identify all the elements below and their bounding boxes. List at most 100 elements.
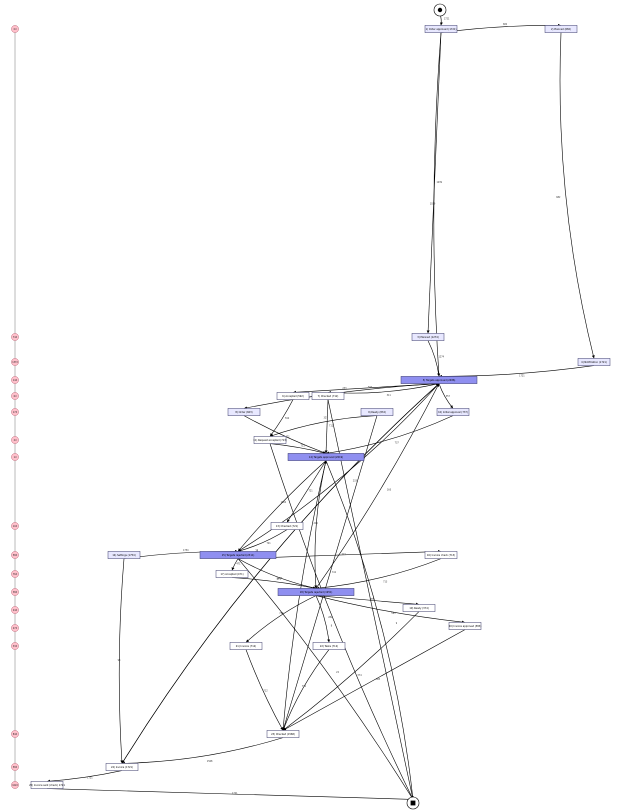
edge: 296 — [314, 460, 327, 589]
activity-node: 22) Tasks (712) — [312, 642, 346, 650]
activity-label: 7) Checked (712) — [318, 395, 339, 398]
edge: 1002 — [237, 460, 327, 552]
edge: 583 — [282, 629, 466, 731]
activity-node: 23) Checked (1568) — [266, 730, 300, 738]
edge-label: 713 — [301, 445, 306, 448]
activity-label: 14) Settings (1754) — [112, 554, 135, 557]
edge-label: 583 — [376, 678, 381, 681]
timeline-label: 10d — [13, 525, 18, 528]
timeline-marker: 6d — [11, 392, 19, 400]
activity-node: 17) Accepted (471) — [215, 570, 249, 578]
edge-label: 1039 — [430, 202, 436, 205]
activity-label: 4) Notification (1721) — [581, 361, 607, 364]
edge-label: 1039 — [437, 181, 443, 184]
edge: 22 — [237, 558, 414, 800]
activity-label: 13) Checked (721) — [276, 525, 298, 528]
edge-label: 1754 — [183, 549, 189, 552]
edge-label: 22 — [255, 549, 258, 552]
timeline-marker: 58d — [11, 763, 19, 771]
edge-label: 22 — [336, 671, 339, 674]
edge-label: 712 — [263, 689, 268, 692]
activity-node: 15) Targets rejected (2311) — [199, 551, 277, 559]
edge-label: 721 — [309, 490, 314, 493]
edge-label: 1002 — [281, 501, 287, 504]
edge: 374 — [282, 611, 420, 731]
timeline-marker: 33d — [11, 642, 19, 650]
timeline-label: 74d — [13, 336, 18, 339]
edge: 712 — [324, 399, 334, 454]
edge-label: 1721 — [444, 17, 450, 20]
edge: 1274 — [427, 340, 445, 377]
edge-label: 1721 — [232, 792, 238, 795]
timeline-label: 137d — [12, 361, 18, 364]
edge-label: 296 — [314, 522, 319, 525]
activity-label: 24) Invoice (1721) — [111, 766, 133, 769]
activity-label: 11) Request accepted (713) — [253, 439, 286, 442]
activity-label: 12) Targets approved (2019) — [309, 456, 343, 459]
activity-node: 6) Accepted (592) — [276, 392, 310, 400]
edge: 712 — [245, 595, 317, 643]
timeline-label: 58d — [13, 554, 18, 557]
edge-label: 471 — [277, 578, 282, 581]
edge: 1568 — [121, 737, 284, 765]
edge: 713 — [315, 558, 442, 590]
edge: 721 — [237, 529, 288, 553]
activity-node: 13) Checked (721) — [270, 522, 304, 530]
timeline-marker: 27d — [11, 624, 19, 632]
timeline-label: 0d — [14, 28, 17, 31]
timeline-label: 38d — [13, 591, 18, 594]
activity-label: 20) Invoice approved (583) — [449, 625, 482, 628]
activity-label: 9) Ready (832) — [368, 411, 386, 414]
edge-label: 713 — [342, 553, 347, 556]
edge: 421 — [243, 415, 327, 454]
edge: 592 — [269, 399, 294, 437]
activity-label: 10) Initial approval (737) — [438, 411, 468, 414]
activity-label: 15) Targets rejected (2311) — [222, 554, 255, 557]
timeline-marker: 76d — [11, 570, 19, 578]
edge-label: 712 — [329, 425, 334, 428]
edge-label: 233 — [353, 480, 358, 483]
timeline-label: 58d — [13, 766, 18, 769]
edge: 471 — [231, 577, 317, 590]
edge-label: 721 — [267, 542, 272, 545]
edge: 282 — [315, 595, 333, 643]
edge: 1721 — [46, 788, 414, 801]
edge-label: 357 — [446, 395, 451, 398]
edge: 1039 — [430, 32, 442, 377]
timeline-label: 14d — [13, 379, 18, 382]
edge-label: 737 — [395, 441, 400, 444]
activity-label: 19) Ready (374) — [409, 607, 428, 610]
edge: 1127 — [237, 558, 317, 590]
edge: 311 — [282, 415, 378, 731]
edge-label: 282 — [328, 616, 333, 619]
timeline-label: 33d — [13, 645, 18, 648]
edge-label: 9 — [396, 622, 398, 625]
timeline-label: 102d — [12, 784, 18, 787]
edge: 682 — [556, 32, 595, 359]
edge-label: 374 — [370, 598, 375, 601]
edge-label: 713 — [383, 580, 388, 583]
edge-label: 712 — [279, 612, 284, 615]
timeline-marker: 84d — [11, 730, 19, 738]
nodes: 1) Order approved (1721) 2) Planned (682)… — [29, 3, 611, 810]
edge-label: 325 — [324, 417, 329, 420]
edge-label: 1721 — [87, 777, 93, 780]
timeline-marker: 1d — [11, 453, 19, 461]
activity-node: 18) Targets rejected (1951) — [277, 588, 355, 596]
timeline-label: 76d — [13, 573, 18, 576]
edge: 712 — [282, 649, 330, 731]
edge-label: 583 — [391, 612, 396, 615]
edge-label: 1127 — [276, 577, 282, 580]
activity-node: 4) Notification (1721) — [577, 358, 611, 366]
edge-label: 1721 — [519, 374, 525, 377]
edge-label: 592 — [368, 386, 373, 389]
timeline-marker: 14d — [11, 376, 19, 384]
timeline-marker: 17d — [11, 408, 19, 416]
activity-node: 10) Initial approval (737) — [436, 408, 470, 416]
edge-label: 471 — [236, 562, 241, 565]
start-node — [433, 3, 447, 17]
activity-node: 11) Request accepted (713) — [253, 436, 287, 444]
timeline-marker: 58d — [11, 551, 19, 559]
activity-node: 12) Targets approved (2019) — [287, 453, 365, 461]
edge: 374 — [315, 595, 420, 606]
